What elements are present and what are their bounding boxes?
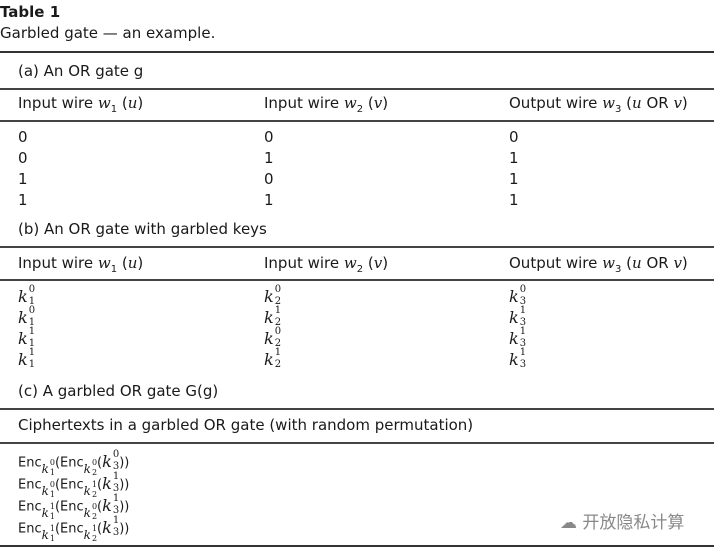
- key-cell: k_3^0: [509, 284, 527, 307]
- divider: [0, 246, 714, 248]
- divider: [0, 279, 714, 281]
- key-cell: k_3^1: [509, 305, 527, 328]
- ciphertext-row: Enc_{k_1^0}(Enc_{k_2^1}(k_3^1)): [18, 471, 130, 499]
- divider: [0, 545, 714, 547]
- table-cell: 0: [18, 128, 28, 146]
- key-cell: k_1^0: [18, 305, 36, 328]
- table-cell: 0: [509, 128, 519, 146]
- key-cell: k_2^0: [264, 284, 282, 307]
- table-cell: 1: [509, 149, 519, 167]
- key-cell: k_1^1: [18, 347, 36, 370]
- table-cell: 1: [509, 170, 519, 188]
- column-header: Input wire w1 (u): [18, 94, 144, 115]
- table-cell: 1: [509, 191, 519, 209]
- section-c-label: (c) A garbled OR gate G(g): [18, 382, 219, 400]
- column-header: Input wire w2 (v): [264, 94, 389, 115]
- section-a-label: (a) An OR gate g: [18, 62, 144, 80]
- table-cell: 0: [264, 170, 274, 188]
- section-c-header: Ciphertexts in a garbled OR gate (with r…: [18, 416, 474, 434]
- column-header: Input wire w2 (v): [264, 254, 389, 275]
- table-cell: 1: [264, 191, 274, 209]
- key-cell: k_2^1: [264, 305, 282, 328]
- key-cell: k_2^0: [264, 326, 282, 349]
- column-header: Input wire w1 (u): [18, 254, 144, 275]
- divider: [0, 442, 714, 444]
- table-cell: 0: [18, 149, 28, 167]
- table-cell: 1: [18, 191, 28, 209]
- key-cell: k_2^1: [264, 347, 282, 370]
- table-caption: Garbled gate — an example.: [0, 24, 216, 42]
- column-header: Output wire w3 (u OR v): [509, 254, 688, 275]
- wechat-icon: ☁: [560, 513, 577, 533]
- ciphertext-row: Enc_{k_1^1}(Enc_{k_2^1}(k_3^1)): [18, 515, 130, 543]
- table-cell: 1: [264, 149, 274, 167]
- section-b-label: (b) An OR gate with garbled keys: [18, 220, 267, 238]
- watermark: ☁ 开放隐私计算: [560, 508, 684, 533]
- divider: [0, 88, 714, 90]
- ciphertext-row: Enc_{k_1^0}(Enc_{k_2^0}(k_3^0)): [18, 449, 130, 477]
- divider: [0, 408, 714, 410]
- divider: [0, 51, 714, 53]
- ciphertext-row: Enc_{k_1^1}(Enc_{k_2^0}(k_3^1)): [18, 493, 130, 521]
- table-label: Table 1: [0, 3, 61, 21]
- divider: [0, 120, 714, 122]
- column-header: Output wire w3 (u OR v): [509, 94, 688, 115]
- table-cell: 1: [18, 170, 28, 188]
- key-cell: k_1^0: [18, 284, 36, 307]
- key-cell: k_3^1: [509, 326, 527, 349]
- watermark-text: 开放隐私计算: [582, 513, 685, 533]
- table-cell: 0: [264, 128, 274, 146]
- key-cell: k_1^1: [18, 326, 36, 349]
- key-cell: k_3^1: [509, 347, 527, 370]
